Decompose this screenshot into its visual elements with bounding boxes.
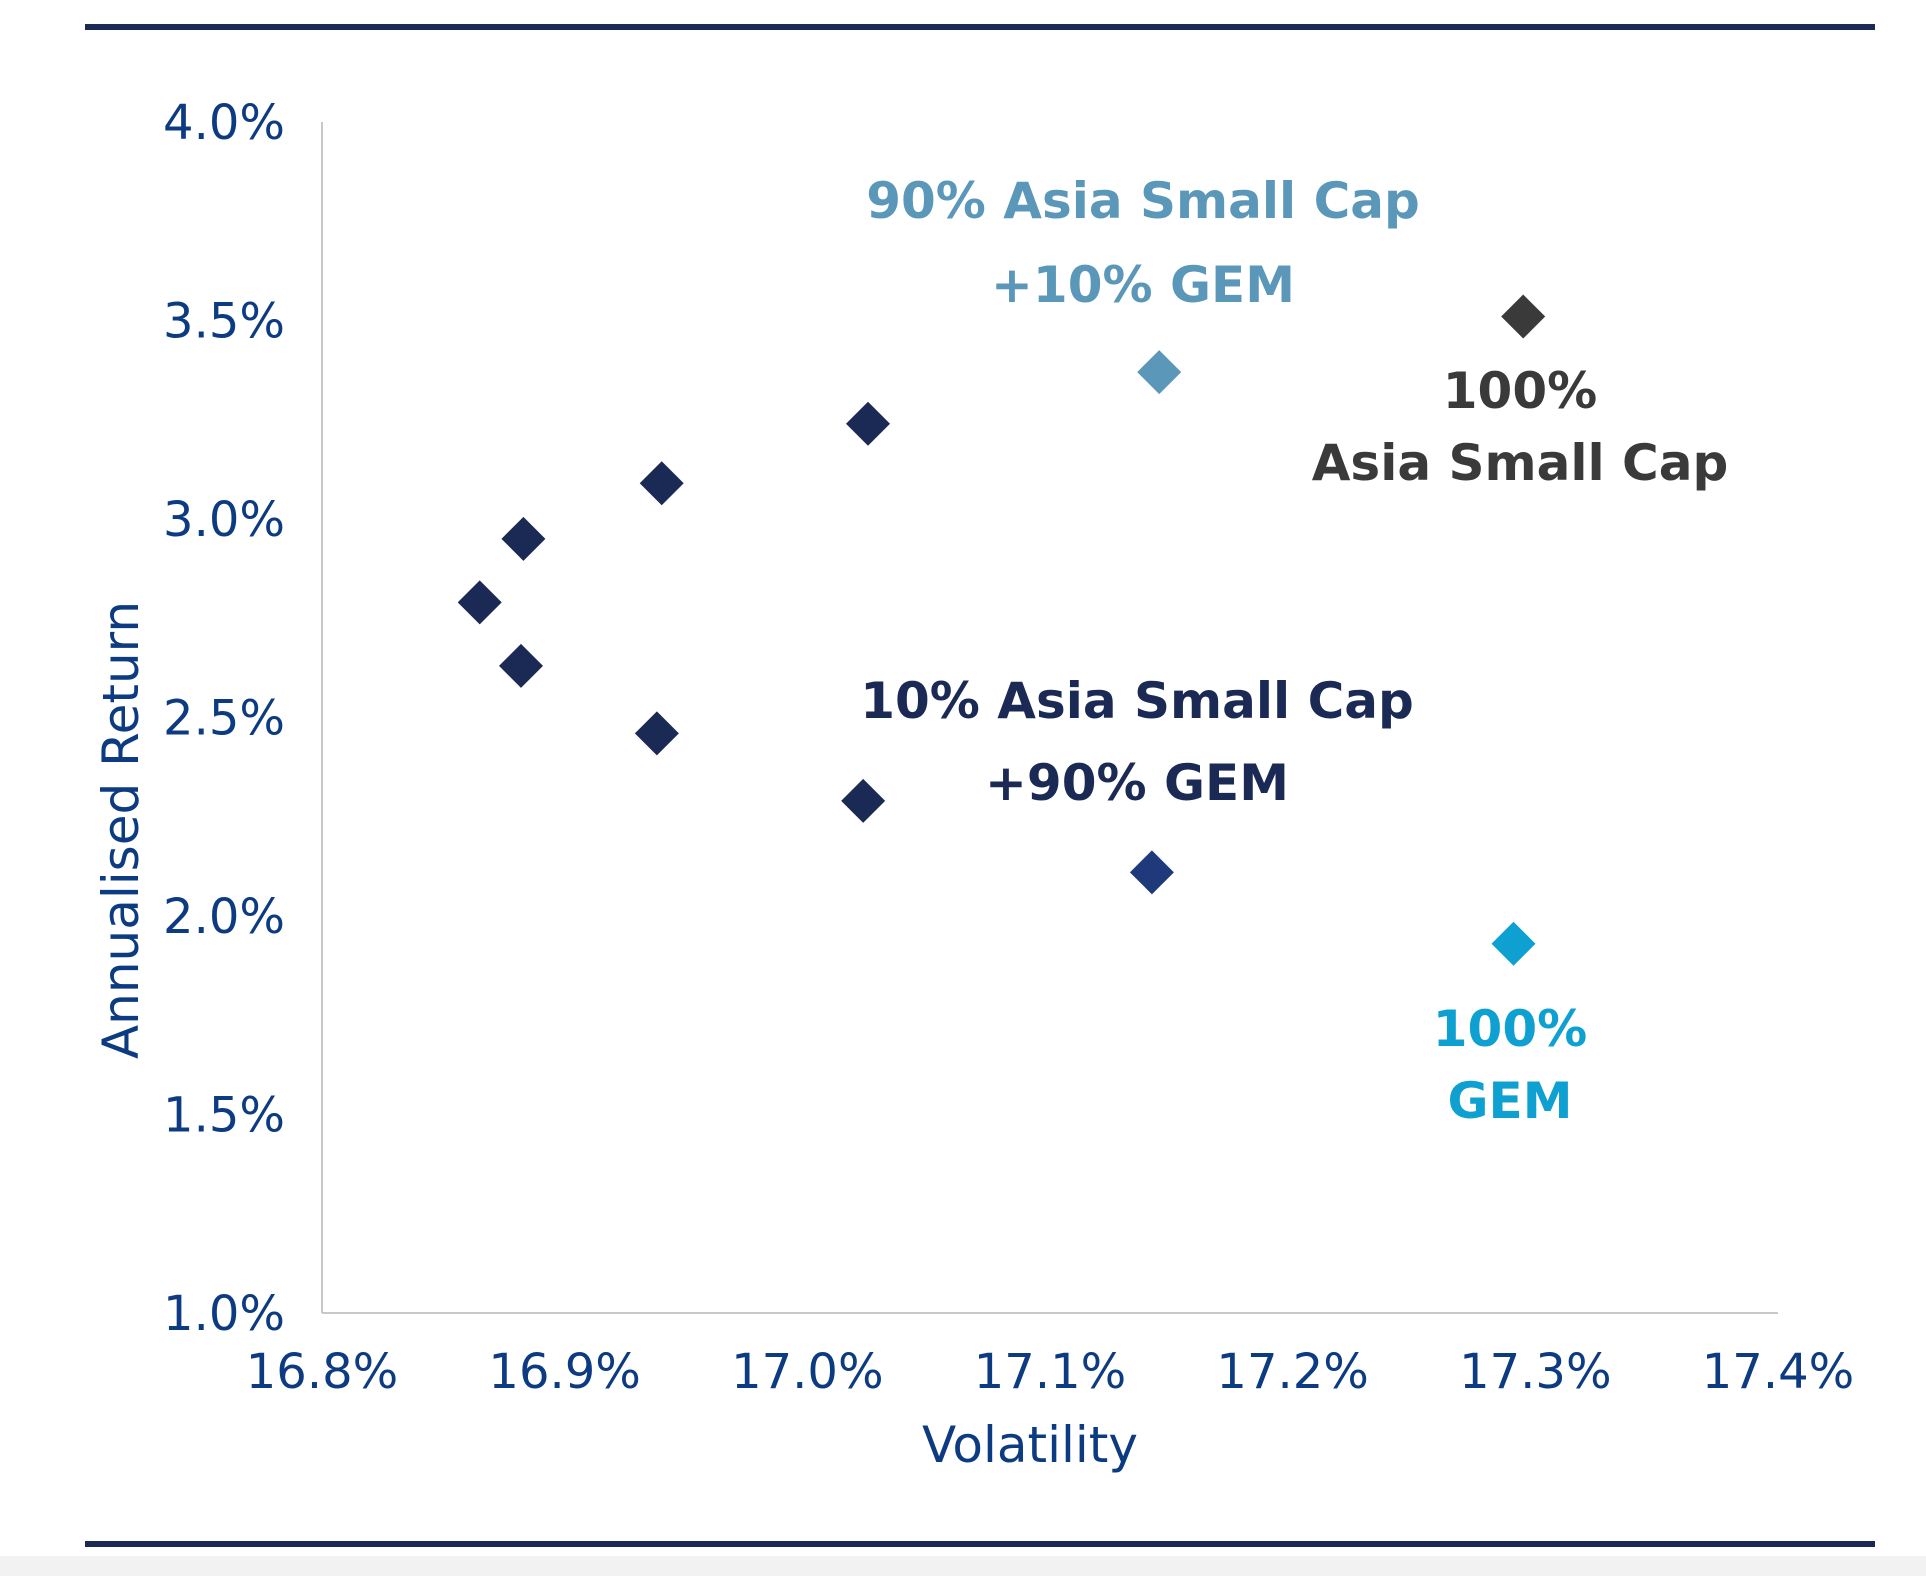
bottom-rule	[85, 1541, 1875, 1547]
data-point	[846, 401, 890, 446]
annotation-line: 90% Asia Small Cap	[866, 172, 1420, 230]
annotation-line: 100%	[1433, 1000, 1587, 1058]
data-point	[1491, 921, 1536, 966]
annotation-line: +90% GEM	[985, 754, 1289, 812]
annotation-line: +10% GEM	[991, 256, 1295, 314]
data-point	[457, 580, 502, 625]
y-tick-label: 1.0%	[163, 1286, 285, 1342]
x-tick-label: 17.1%	[974, 1344, 1126, 1400]
data-point	[841, 778, 886, 823]
data-points	[457, 294, 1546, 966]
data-point	[1129, 850, 1174, 895]
x-tick-label: 17.3%	[1459, 1344, 1611, 1400]
annotation-100-gem: 100% GEM	[1433, 1000, 1587, 1130]
annotation-10-asia-90-gem: 10% Asia Small Cap +90% GEM	[860, 672, 1414, 812]
annotation-line: 100%	[1443, 362, 1597, 420]
data-point	[501, 516, 546, 561]
y-tick-label: 4.0%	[163, 95, 285, 151]
x-tick-label: 17.2%	[1216, 1344, 1368, 1400]
y-tick-label: 3.0%	[163, 492, 285, 548]
y-tick-label: 1.5%	[163, 1088, 285, 1144]
y-tick-label: 2.5%	[163, 691, 285, 747]
data-point	[639, 461, 684, 506]
y-axis-title: Annualised Return	[92, 601, 150, 1059]
annotation-line: Asia Small Cap	[1312, 434, 1729, 492]
x-tick-label: 16.8%	[246, 1344, 398, 1400]
x-tick-label: 17.4%	[1702, 1344, 1854, 1400]
x-axis-title: Volatility	[922, 1416, 1138, 1474]
annotation-line: GEM	[1448, 1072, 1573, 1130]
annotation-100-asia: 100% Asia Small Cap	[1312, 362, 1729, 492]
data-point	[498, 643, 543, 688]
x-tick-label: 17.0%	[731, 1344, 883, 1400]
annotation-90-asia-10-gem: 90% Asia Small Cap +10% GEM	[866, 172, 1420, 314]
x-tick-labels: 16.8% 16.9% 17.0% 17.1% 17.2% 17.3% 17.4%	[246, 1344, 1854, 1400]
y-tick-labels: 1.0% 1.5% 2.0% 2.5% 3.0% 3.5% 4.0%	[163, 95, 285, 1342]
x-tick-label: 16.9%	[488, 1344, 640, 1400]
annotation-line: 10% Asia Small Cap	[860, 672, 1414, 730]
data-point	[634, 711, 679, 756]
footer-band	[0, 1556, 1926, 1576]
top-rule	[85, 24, 1875, 30]
data-point	[1137, 350, 1182, 395]
y-tick-label: 2.0%	[163, 889, 285, 945]
data-point	[1501, 294, 1546, 339]
y-tick-label: 3.5%	[163, 294, 285, 350]
